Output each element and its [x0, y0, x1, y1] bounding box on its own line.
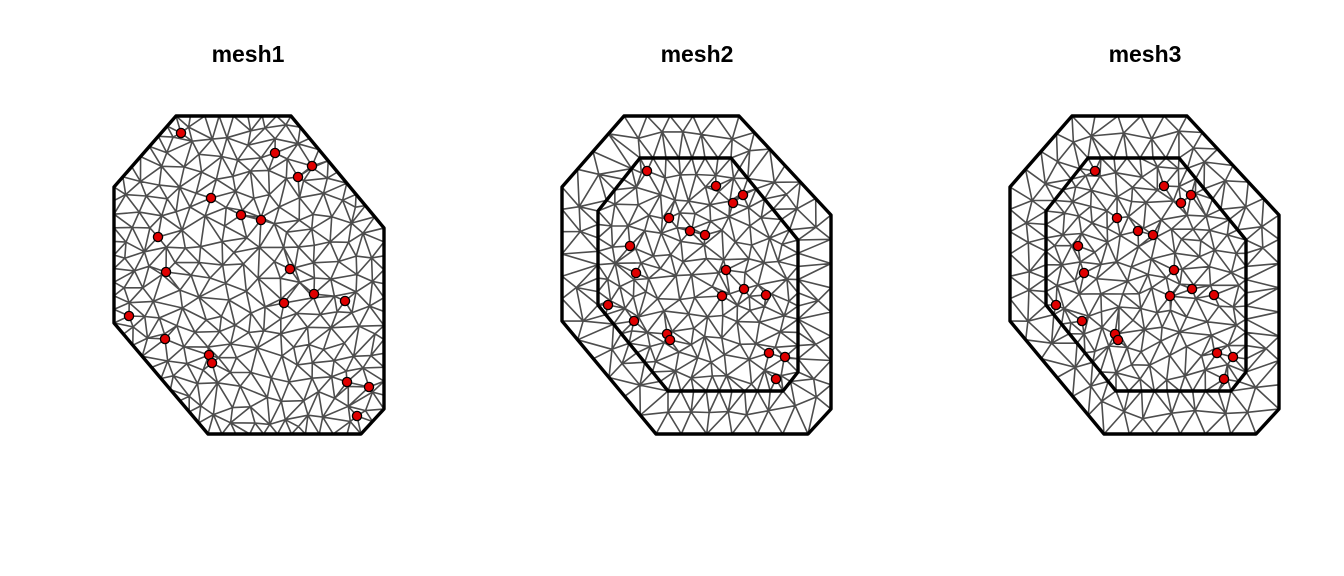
- mesh2-observation-point: [716, 290, 728, 302]
- mesh2-observation-point: [684, 225, 696, 237]
- mesh1-observation-point: [292, 171, 304, 183]
- mesh1-observation-point: [160, 266, 172, 278]
- mesh1-boundary: [112, 114, 386, 436]
- mesh2-points: [602, 165, 791, 385]
- panel-mesh2: mesh2: [560, 41, 833, 436]
- mesh2-observation-point: [727, 197, 739, 209]
- mesh3-inner-boundary: [1044, 156, 1248, 393]
- mesh1-observation-point: [205, 192, 217, 204]
- mesh2-inner-boundary: [596, 156, 800, 393]
- mesh1-points: [123, 127, 375, 422]
- mesh1-observation-point: [255, 214, 267, 226]
- mesh3-observation-point: [1111, 212, 1123, 224]
- mesh1-outer-boundary: [112, 114, 386, 436]
- mesh2-observation-point: [602, 299, 614, 311]
- mesh3-observation-point: [1218, 373, 1230, 385]
- mesh2-observation-point: [770, 373, 782, 385]
- mesh2-observation-point: [737, 189, 749, 201]
- panel-mesh3: mesh3: [1008, 41, 1281, 436]
- mesh2-boundary: [560, 114, 833, 436]
- mesh1-observation-point: [159, 333, 171, 345]
- mesh3-observation-point: [1208, 289, 1220, 301]
- mesh1-observation-point: [351, 410, 363, 422]
- mesh1-observation-point: [152, 231, 164, 243]
- mesh2-observation-point: [760, 289, 772, 301]
- mesh2-observation-point: [710, 180, 722, 192]
- panel-title-mesh3: mesh3: [1109, 41, 1182, 67]
- mesh3-observation-point: [1158, 180, 1170, 192]
- mesh2-observation-point: [763, 347, 775, 359]
- mesh1-observation-point: [363, 381, 375, 393]
- mesh3-observation-point: [1175, 197, 1187, 209]
- mesh1-observation-point: [123, 310, 135, 322]
- panel-mesh1: mesh1: [112, 41, 386, 436]
- mesh1-observation-point: [306, 160, 318, 172]
- mesh1-observation-point: [339, 295, 351, 307]
- mesh2-outer-boundary: [560, 114, 833, 436]
- mesh2-observation-point: [738, 283, 750, 295]
- mesh3-observation-point: [1112, 334, 1124, 346]
- mesh3-points: [1050, 165, 1239, 385]
- mesh2-observation-point: [720, 264, 732, 276]
- mesh1-observation-point: [341, 376, 353, 388]
- mesh3-observation-point: [1168, 264, 1180, 276]
- mesh3-observation-point: [1186, 283, 1198, 295]
- mesh2-observation-point: [624, 240, 636, 252]
- mesh3-observation-point: [1185, 189, 1197, 201]
- mesh1-observation-point: [269, 147, 281, 159]
- mesh3-observation-point: [1050, 299, 1062, 311]
- mesh3-observation-point: [1147, 229, 1159, 241]
- panel-title-mesh2: mesh2: [661, 41, 734, 67]
- mesh3-observation-point: [1089, 165, 1101, 177]
- mesh2-observation-point: [641, 165, 653, 177]
- mesh1-observation-point: [278, 297, 290, 309]
- mesh3-observation-point: [1211, 347, 1223, 359]
- mesh3-observation-point: [1072, 240, 1084, 252]
- mesh2-observation-point: [699, 229, 711, 241]
- mesh3-observation-point: [1132, 225, 1144, 237]
- mesh3-boundary: [1008, 114, 1281, 436]
- mesh3-observation-point: [1078, 267, 1090, 279]
- mesh1-observation-point: [235, 209, 247, 221]
- mesh2-observation-point: [663, 212, 675, 224]
- mesh3-observation-point: [1164, 290, 1176, 302]
- mesh1-observation-point: [308, 288, 320, 300]
- panel-title-mesh1: mesh1: [212, 41, 285, 67]
- mesh1-observation-point: [175, 127, 187, 139]
- mesh2-observation-point: [664, 334, 676, 346]
- mesh3-outer-boundary: [1008, 114, 1281, 436]
- mesh2-observation-point: [779, 351, 791, 363]
- mesh1-observation-point: [206, 357, 218, 369]
- mesh2-observation-point: [630, 267, 642, 279]
- mesh2-observation-point: [628, 315, 640, 327]
- mesh1-observation-point: [284, 263, 296, 275]
- mesh3-observation-point: [1227, 351, 1239, 363]
- mesh3-observation-point: [1076, 315, 1088, 327]
